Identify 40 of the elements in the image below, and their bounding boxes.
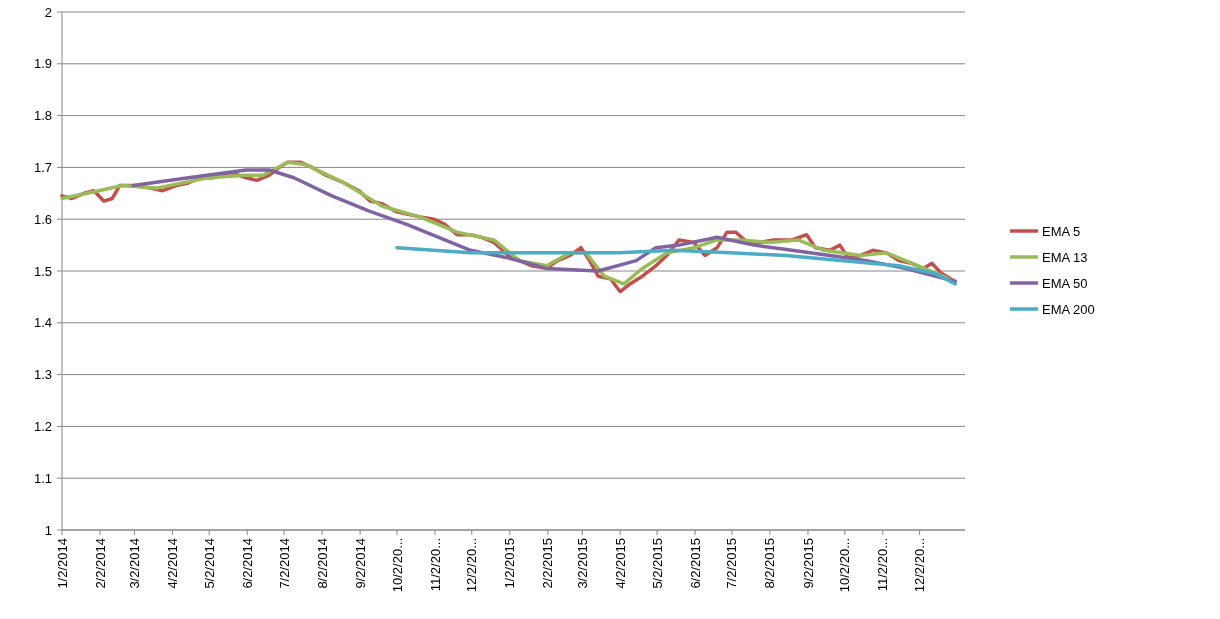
line-series	[395, 245, 957, 286]
y-tick-label: 1.4	[33, 315, 52, 331]
x-tick-label: 4/2/2015	[612, 538, 628, 589]
y-tick-label: 1.2	[33, 418, 52, 434]
x-tick-label: 4/2/2014	[164, 538, 180, 589]
x-tick-label: 11/2/20...	[875, 538, 891, 592]
x-tick-label: 10/2/20...	[389, 538, 405, 593]
x-tick-label: 3/2/2015	[574, 538, 590, 589]
y-tick-label: 1.7	[33, 159, 52, 175]
x-tick-label: 2/2/2014	[92, 538, 108, 589]
x-tick-label: 9/2/2014	[352, 538, 368, 589]
x-tick-label: 8/2/2015	[762, 538, 778, 589]
x-tick-label: 6/2/2015	[687, 538, 703, 589]
x-tick-label: 2/2/2015	[540, 538, 556, 589]
x-tick-label: 7/2/2015	[724, 538, 740, 589]
y-tick-label: 1.9	[33, 56, 52, 72]
y-tick-label: 1.1	[33, 470, 52, 486]
legend-label: EMA 13	[1042, 249, 1088, 265]
x-tick-label: 6/2/2014	[239, 538, 255, 589]
x-tick-label: 11/2/20...	[427, 538, 443, 592]
x-tick-label: 9/2/2015	[800, 538, 816, 589]
y-tick-label: 1	[44, 522, 52, 538]
x-tick-label: 3/2/2014	[126, 538, 142, 589]
legend-label: EMA 200	[1042, 301, 1095, 317]
x-tick-label: 5/2/2014	[201, 538, 217, 589]
x-tick-label: 12/2/20...	[912, 538, 928, 593]
x-tick-label: 1/2/2014	[54, 538, 70, 589]
y-tick-label: 1.6	[33, 211, 52, 227]
legend-label: EMA 5	[1042, 223, 1081, 239]
x-tick-label: 7/2/2014	[276, 538, 292, 589]
legend-label: EMA 50	[1042, 275, 1088, 291]
x-tick-label: 5/2/2015	[649, 538, 665, 589]
y-tick-label: 1.5	[33, 263, 52, 279]
y-tick-label: 2	[44, 4, 52, 20]
x-tick-label: 1/2/2015	[502, 538, 518, 589]
y-tick-label: 1.8	[33, 108, 52, 124]
y-tick-label: 1.3	[33, 367, 52, 383]
x-tick-label: 12/2/20...	[464, 538, 480, 593]
x-tick-label: 8/2/2014	[314, 538, 330, 589]
x-tick-label: 10/2/20...	[837, 538, 853, 593]
